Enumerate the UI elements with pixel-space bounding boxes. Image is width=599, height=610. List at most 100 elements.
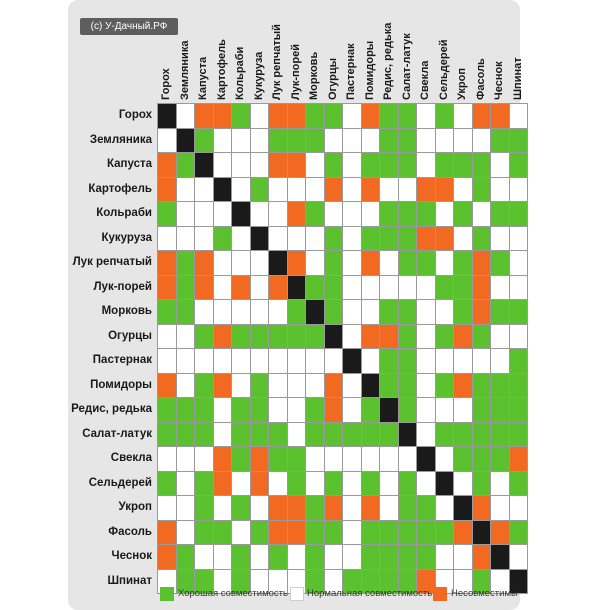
cell-good [454, 202, 472, 226]
cell-normal [195, 545, 213, 569]
cell-normal [232, 177, 250, 201]
cell-bad [361, 177, 379, 201]
cell-normal [232, 349, 250, 373]
cell-good [306, 422, 324, 446]
cell-bad [213, 447, 231, 471]
cell-normal [417, 373, 435, 397]
cell-normal [250, 300, 268, 324]
cell-good [361, 422, 379, 446]
cell-good [491, 202, 509, 226]
cell-good [324, 251, 342, 275]
cell-normal [417, 104, 435, 128]
cell-bad [158, 177, 176, 201]
cell-bad [213, 373, 231, 397]
cell-diagonal [287, 275, 305, 299]
cell-good [398, 324, 416, 348]
cell-normal [269, 349, 287, 373]
cell-normal [287, 422, 305, 446]
cell-good [472, 153, 490, 177]
cell-good [454, 422, 472, 446]
cell-good [158, 471, 176, 495]
cell-good [324, 471, 342, 495]
cell-diagonal [361, 373, 379, 397]
cell-normal [213, 569, 231, 593]
row-label: Укроп [118, 501, 152, 513]
cell-good [287, 128, 305, 152]
cell-good [491, 251, 509, 275]
cell-bad [195, 275, 213, 299]
cell-good [287, 324, 305, 348]
cell-good [343, 569, 361, 593]
cell-bad [417, 569, 435, 593]
copyright-badge: (c) У-Дачный.РФ [80, 18, 178, 35]
cell-normal [232, 373, 250, 397]
cell-good [509, 520, 527, 544]
cell-normal [454, 226, 472, 250]
cell-good [417, 545, 435, 569]
cell-normal [176, 496, 194, 520]
cell-bad [287, 251, 305, 275]
cell-normal [176, 202, 194, 226]
cell-normal [491, 153, 509, 177]
cell-good [232, 104, 250, 128]
cell-good [306, 202, 324, 226]
cell-good [324, 153, 342, 177]
cell-diagonal [380, 398, 398, 422]
cell-normal [435, 496, 453, 520]
cell-diagonal [158, 104, 176, 128]
cell-normal [213, 153, 231, 177]
cell-normal [343, 128, 361, 152]
cell-normal [343, 300, 361, 324]
cell-bad [509, 447, 527, 471]
cell-normal [509, 496, 527, 520]
cell-good [176, 275, 194, 299]
cell-good [398, 202, 416, 226]
cell-good [380, 128, 398, 152]
cell-good [491, 128, 509, 152]
cell-normal [454, 569, 472, 593]
cell-good [324, 104, 342, 128]
cell-normal [287, 398, 305, 422]
cell-normal [454, 104, 472, 128]
cell-good [398, 300, 416, 324]
cell-normal [361, 128, 379, 152]
cell-normal [491, 349, 509, 373]
cell-normal [343, 398, 361, 422]
cell-good [398, 471, 416, 495]
cell-good [306, 520, 324, 544]
cell-good [232, 422, 250, 446]
row-label: Кольраби [96, 207, 152, 219]
cell-good [491, 447, 509, 471]
cell-normal [491, 275, 509, 299]
cell-good [250, 373, 268, 397]
cell-normal [454, 349, 472, 373]
cell-diagonal [269, 251, 287, 275]
cell-normal [380, 275, 398, 299]
cell-good [232, 398, 250, 422]
cell-good [435, 104, 453, 128]
cell-bad [361, 104, 379, 128]
cell-bad [454, 373, 472, 397]
cell-good [398, 545, 416, 569]
cell-good [380, 104, 398, 128]
cell-good [472, 177, 490, 201]
cell-normal [454, 128, 472, 152]
cell-normal [269, 398, 287, 422]
cell-good [269, 324, 287, 348]
cell-bad [158, 275, 176, 299]
cell-normal [176, 520, 194, 544]
cell-bad [287, 520, 305, 544]
cell-normal [491, 324, 509, 348]
row-label: Салат-латук [82, 427, 152, 440]
cell-good [306, 104, 324, 128]
cell-normal [324, 128, 342, 152]
cell-good [195, 471, 213, 495]
cell-normal [213, 349, 231, 373]
cell-good [306, 275, 324, 299]
cell-normal [158, 447, 176, 471]
cell-normal [454, 545, 472, 569]
cell-good [509, 128, 527, 152]
cell-good [306, 324, 324, 348]
cell-bad [232, 275, 250, 299]
cell-good [417, 202, 435, 226]
